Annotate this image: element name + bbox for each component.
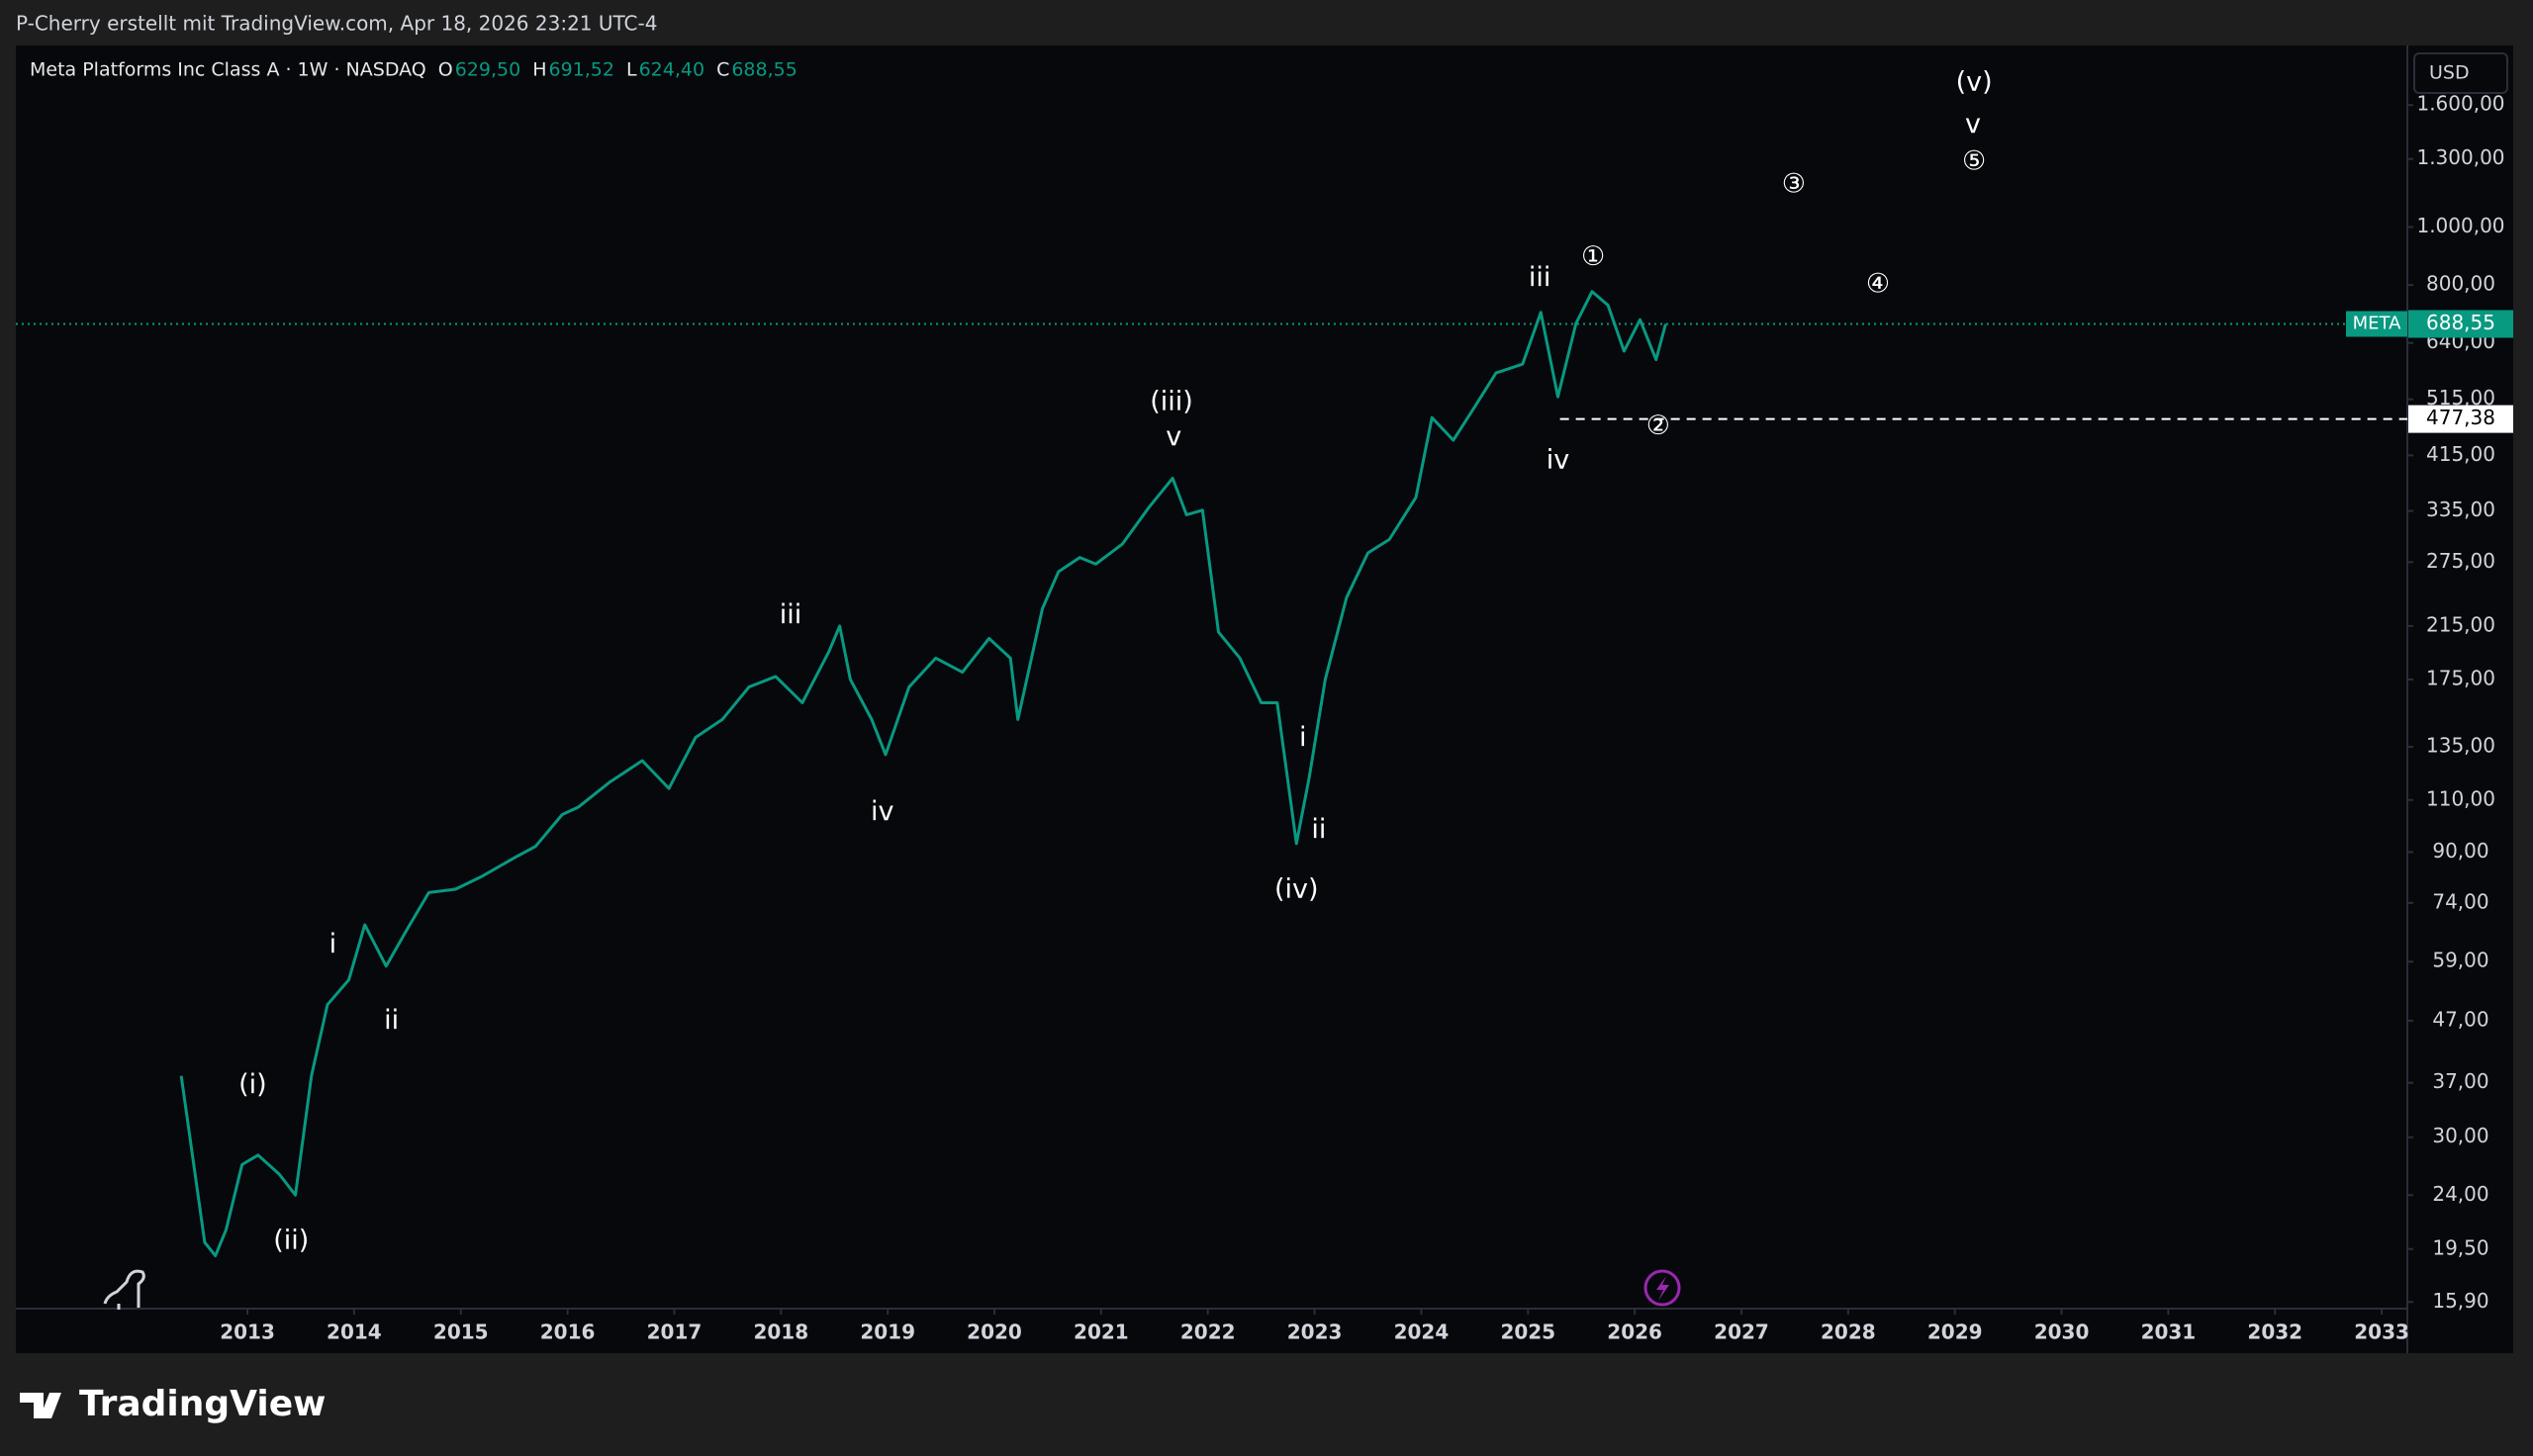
x-tick-label: 2019 — [860, 1320, 915, 1344]
level-label: 477,38 — [2426, 406, 2495, 429]
x-tick-label: 2016 — [540, 1320, 596, 1344]
x-tick-label: 2025 — [1500, 1320, 1555, 1344]
wave-label: ② — [1646, 410, 1670, 441]
y-tick-label: 275,00 — [2426, 549, 2495, 573]
last-price-label: 688,55 — [2426, 311, 2495, 334]
symbol-label: META — [2353, 313, 2402, 333]
ohlc-value: 691,52 — [549, 59, 614, 81]
wave-label: ③ — [1782, 168, 1806, 199]
wave-label: iv — [871, 796, 894, 827]
last-price-badge — [2408, 310, 2513, 338]
credit: P-Cherry erstellt mit TradingView.com, A… — [16, 12, 657, 36]
y-tick-label: 415,00 — [2426, 442, 2495, 466]
lightning-bolt — [1656, 1276, 1669, 1301]
lightning-circle — [1643, 1269, 1681, 1307]
brand: TradingView — [20, 1384, 326, 1424]
plot-pane — [16, 46, 2513, 1353]
y-tick-label: 19,50 — [2432, 1235, 2488, 1259]
ohlc-value: 624,40 — [639, 59, 704, 81]
x-tick-label: 2033 — [2354, 1320, 2409, 1344]
x-tick-label: 2021 — [1074, 1320, 1129, 1344]
x-tick-label: 2029 — [1927, 1320, 1983, 1344]
x-tick-label: 2032 — [2247, 1320, 2302, 1344]
brand-logo-dot — [48, 1393, 58, 1403]
x-tick-label: 2017 — [647, 1320, 703, 1344]
x-tick-label: 2027 — [1714, 1320, 1769, 1344]
x-tick-label: 2031 — [2141, 1320, 2197, 1344]
y-tick-label: 90,00 — [2432, 839, 2488, 863]
ohlc-key: C — [716, 59, 729, 81]
y-tick-label: 800,00 — [2426, 272, 2495, 296]
wave-label: ii — [384, 1005, 399, 1036]
wave-label: i — [1299, 722, 1307, 753]
y-tick-label: 37,00 — [2432, 1069, 2488, 1093]
y-tick-label: 335,00 — [2426, 498, 2495, 521]
currency-button[interactable] — [2413, 52, 2508, 94]
y-tick-label: 59,00 — [2432, 949, 2488, 972]
x-tick-label: 2024 — [1394, 1320, 1450, 1344]
ohlc-key: O — [438, 59, 453, 81]
wave-label: ④ — [1866, 268, 1890, 299]
wave-label: i — [329, 929, 337, 959]
y-tick-label: 30,00 — [2432, 1124, 2488, 1147]
ohlc-value: 688,55 — [731, 59, 797, 81]
y-tick-label: 215,00 — [2426, 612, 2495, 636]
y-tick-label: 47,00 — [2432, 1007, 2488, 1031]
wave-label: iv — [1547, 445, 1570, 476]
wave-label: v — [1965, 109, 1981, 139]
y-tick-label: 110,00 — [2426, 786, 2495, 810]
wave-label: (ii) — [273, 1225, 309, 1255]
y-tick-label: 1.000,00 — [2416, 214, 2504, 237]
x-tick-label: 2020 — [967, 1320, 1022, 1344]
ohlc-legend: O 629,50 H 691,52 L 624,40 C 688,55 — [438, 59, 797, 81]
dino-icon[interactable] — [103, 1269, 145, 1310]
wave-label: ① — [1581, 241, 1605, 272]
x-tick-label: 2014 — [327, 1320, 382, 1344]
x-tick-label: 2023 — [1287, 1320, 1343, 1344]
level-badge — [2408, 405, 2513, 433]
y-tick-label: 74,00 — [2432, 889, 2488, 913]
x-tick-label: 2013 — [220, 1320, 275, 1344]
y-tick-label: 24,00 — [2432, 1182, 2488, 1206]
wave-label: iii — [780, 599, 802, 630]
y-tick-label: 15,90 — [2432, 1289, 2488, 1313]
y-tick-label: 1.600,00 — [2416, 92, 2504, 116]
lightning-icon[interactable] — [1643, 1269, 1681, 1307]
x-tick-label: 2028 — [1821, 1320, 1876, 1344]
y-tick-label: 135,00 — [2426, 734, 2495, 758]
wave-label: ii — [1311, 814, 1326, 845]
ohlc-value: 629,50 — [455, 59, 520, 81]
wave-label: iii — [1529, 262, 1551, 293]
currency-label: USD — [2429, 62, 2470, 84]
brand-name: TradingView — [79, 1384, 326, 1424]
price-line — [179, 290, 1667, 1258]
wave-label: (iv) — [1274, 873, 1319, 904]
x-tick-label: 2026 — [1607, 1320, 1662, 1344]
y-tick-label: 175,00 — [2426, 666, 2495, 689]
ohlc-key: H — [532, 59, 546, 81]
y-tick-label: 1.300,00 — [2416, 145, 2504, 169]
x-tick-label: 2030 — [2034, 1320, 2090, 1344]
symbol-badge — [2346, 311, 2407, 337]
wave-label: (v) — [1956, 66, 1993, 97]
wave-label: ⑤ — [1962, 145, 1986, 176]
ohlc-key: L — [626, 59, 637, 81]
x-tick-label: 2015 — [433, 1320, 489, 1344]
wave-label: (iii) — [1150, 386, 1193, 416]
symbol-title: Meta Platforms Inc Class A · 1W · NASDAQ — [30, 59, 426, 81]
x-tick-label: 2022 — [1180, 1320, 1236, 1344]
wave-label: (i) — [238, 1069, 267, 1100]
x-tick-label: 2018 — [753, 1320, 808, 1344]
wave-label: v — [1166, 421, 1181, 452]
